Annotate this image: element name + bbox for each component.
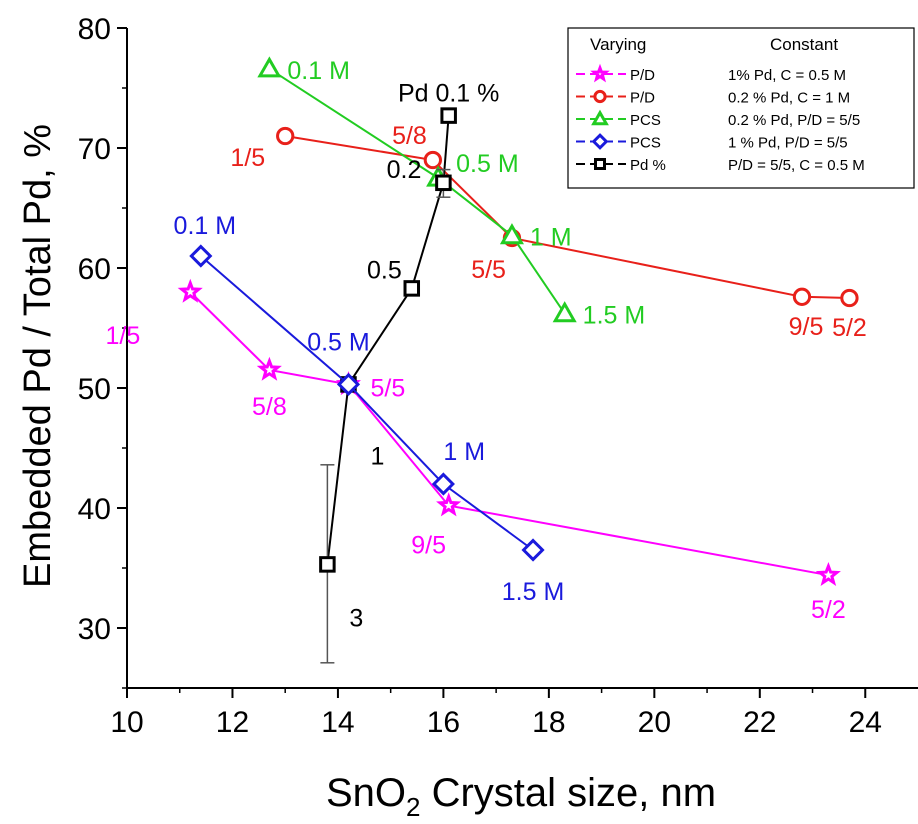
x-tick-label: 20 [638, 706, 671, 739]
point-label: 5/5 [370, 374, 405, 402]
legend-entry: Pd % P/D = 5/5, C = 0.5 M [576, 157, 865, 174]
legend-varying-label: PCS [630, 135, 661, 152]
x-tick-label: 18 [532, 706, 565, 739]
y-tick-label: 30 [78, 613, 111, 646]
point-label: 0.2 [387, 156, 422, 184]
x-tick-label: 10 [110, 706, 143, 739]
data-point-diamond [521, 538, 545, 562]
point-label: 1.5 M [502, 578, 565, 606]
point-label: 1/5 [230, 144, 265, 172]
data-point-circle [276, 126, 295, 146]
data-point-star [590, 63, 610, 83]
data-point-square [435, 174, 452, 192]
data-point-star [815, 561, 841, 587]
data-point-circle [840, 288, 859, 308]
data-point-circle [593, 89, 607, 104]
legend-entry: PCS 1 % Pd, P/D = 5/5 [576, 133, 848, 152]
point-label: 0.1 M [287, 57, 350, 85]
data-point-triangle [257, 56, 282, 78]
point-label: 9/5 [789, 313, 824, 341]
data-point-star [177, 278, 203, 303]
data-point-triangle [499, 223, 524, 245]
point-label: 5/2 [832, 314, 867, 342]
point-label: Pd 0.1 % [398, 80, 499, 108]
legend-header-constant: Constant [770, 35, 838, 54]
y-tick-label: 60 [78, 253, 111, 286]
data-point-square [594, 158, 606, 170]
data-point-diamond [591, 133, 609, 150]
data-point-square [319, 556, 336, 573]
axes: 10 12 14 16 18 20 22 24 30 40 50 60 70 80 [78, 13, 918, 739]
y-tick-label: 40 [78, 493, 111, 526]
legend-constant-label: 0.2 % Pd, P/D = 5/5 [728, 112, 860, 129]
series-diamond [189, 244, 545, 562]
point-label: 5/2 [811, 596, 846, 624]
data-point-diamond [431, 472, 455, 496]
x-axis-title-main: SnO [326, 771, 406, 815]
point-label: 5/8 [392, 122, 427, 150]
series-line [268, 67, 566, 315]
y-tick-label: 50 [78, 373, 111, 406]
point-label: 0.5 M [456, 150, 519, 178]
legend-constant-label: P/D = 5/5, C = 0.5 M [728, 157, 865, 174]
legend-varying-label: Pd % [630, 157, 666, 174]
point-label: 1/5 [106, 322, 141, 350]
data-point-triangle [552, 301, 577, 323]
point-label: 1 M [530, 224, 572, 252]
legend-entry: P/D 1% Pd, C = 0.5 M [576, 63, 846, 84]
legend-constant-label: 1 % Pd, P/D = 5/5 [728, 135, 848, 152]
legend-entry: P/D 0.2 % Pd, C = 1 M [576, 90, 850, 107]
legend-box [567, 27, 915, 189]
data-point-diamond [336, 372, 361, 396]
data-point-star [436, 492, 462, 517]
legend-varying-label: P/D [630, 67, 655, 84]
point-label: 3 [349, 604, 363, 632]
point-label: 0.5 M [307, 328, 370, 356]
point-label: 5/5 [471, 256, 506, 284]
point-label: 5/8 [252, 393, 287, 421]
x-tick-label: 12 [216, 706, 249, 739]
legend-constant-label: 0.2 % Pd, C = 1 M [728, 90, 850, 107]
x-axis-title: SnO2 Crystal size, nm [326, 771, 716, 822]
series-star [177, 278, 841, 587]
data-point-diamond [189, 244, 213, 268]
x-tick-label: 16 [427, 706, 460, 739]
data-point-circle [792, 287, 812, 306]
x-tick-label: 14 [321, 706, 354, 739]
point-labels: 1/5 5/8 5/5 9/5 5/2 1/5 5/8 5/5 9/5 5/2 0.1 M 0.5 M… [106, 57, 867, 633]
legend-constant-label: 1% Pd, C = 0.5 M [728, 67, 846, 84]
legend-varying-label: P/D [630, 90, 655, 107]
x-tick-label: 24 [849, 706, 882, 739]
series-line [200, 255, 534, 551]
data-point-star [256, 356, 282, 381]
x-tick-label: 22 [743, 706, 776, 739]
legend: Varying Constant P/D 1% Pd, C = 0.5 M P/D 0.2… [567, 27, 915, 189]
point-label: 1.5 M [583, 302, 646, 330]
y-tick-label: 80 [78, 13, 111, 46]
point-label: 1 [370, 442, 384, 470]
point-label: 0.5 [367, 256, 402, 284]
data-point-square [440, 107, 457, 124]
data-point-circle [423, 150, 443, 170]
point-label: 1 M [443, 438, 485, 466]
point-label: 9/5 [411, 532, 446, 560]
data-point-triangle [591, 109, 609, 126]
data-point-square [403, 280, 421, 297]
x-axis-title-subscript: 2 [406, 792, 420, 822]
series-layer [177, 56, 859, 664]
y-tick-label: 70 [78, 133, 111, 166]
legend-header-varying: Varying [590, 35, 646, 54]
x-axis-title-rest: Crystal size, nm [420, 771, 716, 815]
legend-entry: PCS 0.2 % Pd, P/D = 5/5 [576, 109, 860, 129]
point-label: 0.1 M [174, 212, 237, 240]
legend-varying-label: PCS [630, 112, 661, 129]
y-axis-title: Embedded Pd / Total Pd, % [17, 124, 59, 588]
series-square [319, 107, 457, 664]
